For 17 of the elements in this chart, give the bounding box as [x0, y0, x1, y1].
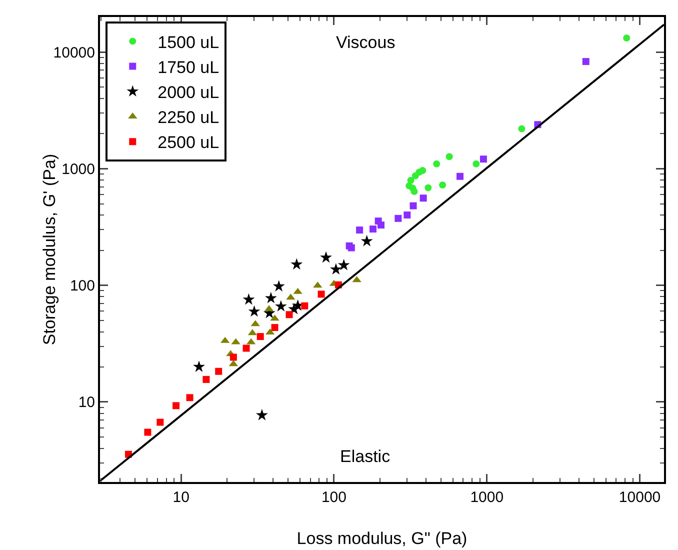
annotation: Viscous	[336, 33, 396, 52]
legend-label: 2500 uL	[158, 133, 220, 152]
legend-label: 2000 uL	[158, 83, 220, 102]
x-axis-title: Loss modulus, G" (Pa)	[296, 529, 468, 548]
legend-label: 2250 uL	[158, 108, 220, 128]
x-tick-label: 1000	[470, 489, 504, 506]
y-tick-label: 10000	[53, 44, 95, 62]
y-tick-label: 1000	[62, 160, 95, 178]
y-tick-label: 100	[70, 278, 95, 295]
y-tick-label: 10	[78, 394, 95, 412]
annotation: Elastic	[340, 447, 391, 466]
x-tick-label: 10	[172, 489, 190, 506]
x-tick-label: 10000	[618, 489, 661, 506]
x-tick-label: 100	[321, 489, 346, 506]
legend-label: 1500 uL	[158, 32, 220, 52]
legend-label: 1750 uL	[158, 58, 220, 77]
y-axis-title: Storage modulus, G' (Pa)	[40, 154, 59, 346]
